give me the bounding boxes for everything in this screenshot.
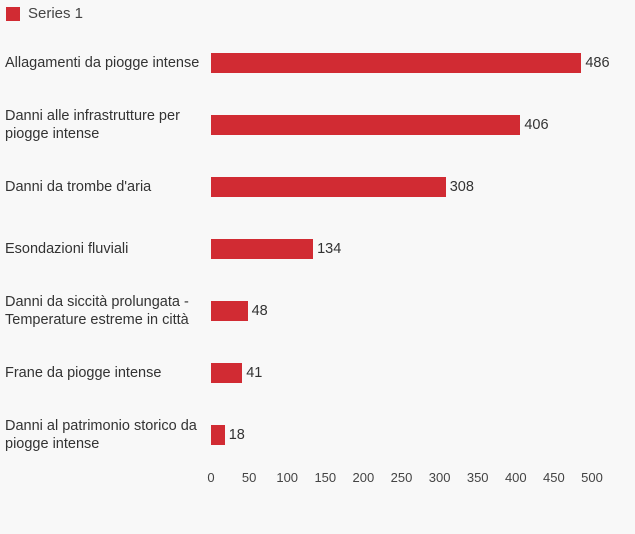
x-tick-label: 350 xyxy=(466,470,489,485)
category-label-line: Temperature estreme in città xyxy=(5,312,189,328)
x-tick-label: 50 xyxy=(241,470,257,485)
category-label: Danni alle infrastrutture per piogge inte… xyxy=(5,107,210,143)
data-label: 134 xyxy=(317,241,342,257)
category-label: Danni da trombe d'aria xyxy=(5,178,210,196)
legend-label: Series 1 xyxy=(28,5,84,22)
data-label: 308 xyxy=(449,179,474,195)
bar[interactable] xyxy=(211,177,446,197)
data-label: 18 xyxy=(228,427,245,443)
x-tick-label: 300 xyxy=(428,470,451,485)
category-label: Danni da siccità prolungata - Temperature… xyxy=(5,293,210,329)
category-label: Allagamenti da piogge intense xyxy=(5,54,210,72)
category-label: Esondazioni fluviali xyxy=(5,240,210,258)
bar[interactable] xyxy=(211,239,314,259)
x-tick-label: 100 xyxy=(276,470,299,485)
x-tick-label: 0 xyxy=(207,470,215,485)
x-tick-label: 250 xyxy=(390,470,413,485)
data-label: 41 xyxy=(246,365,263,381)
legend-swatch xyxy=(6,6,20,21)
data-label: 486 xyxy=(585,55,610,71)
category-label-line: Danni da siccità prolungata - xyxy=(5,294,189,310)
bar[interactable] xyxy=(211,53,582,73)
bar[interactable] xyxy=(211,425,225,445)
category-label-line: Esondazioni fluviali xyxy=(5,241,129,257)
x-tick-label: 400 xyxy=(504,470,527,485)
category-label-line: piogge intense xyxy=(5,436,100,452)
x-tick-label: 500 xyxy=(581,470,603,485)
category-label: Frane da piogge intense xyxy=(5,364,210,382)
x-tick-label: 200 xyxy=(352,470,375,485)
category-label-line: Danni alle infrastrutture per xyxy=(5,108,180,124)
data-label: 406 xyxy=(524,117,549,133)
bar[interactable] xyxy=(211,363,243,383)
category-label: Danni al patrimonio storico da piogge int… xyxy=(5,417,210,453)
data-label: 48 xyxy=(251,303,268,319)
category-label-line: Frane da piogge intense xyxy=(5,365,162,381)
bar[interactable] xyxy=(211,115,521,135)
x-tick-label: 450 xyxy=(543,470,565,485)
category-label-line: Allagamenti da piogge intense xyxy=(5,55,200,71)
legend[interactable]: Series 1 xyxy=(6,5,83,22)
category-label-line: Danni da trombe d'aria xyxy=(5,179,152,195)
category-label-line: Danni al patrimonio storico da xyxy=(5,418,197,434)
bar[interactable] xyxy=(211,301,248,321)
x-tick-label: 150 xyxy=(314,470,337,485)
category-label-line: piogge intense xyxy=(5,126,100,142)
